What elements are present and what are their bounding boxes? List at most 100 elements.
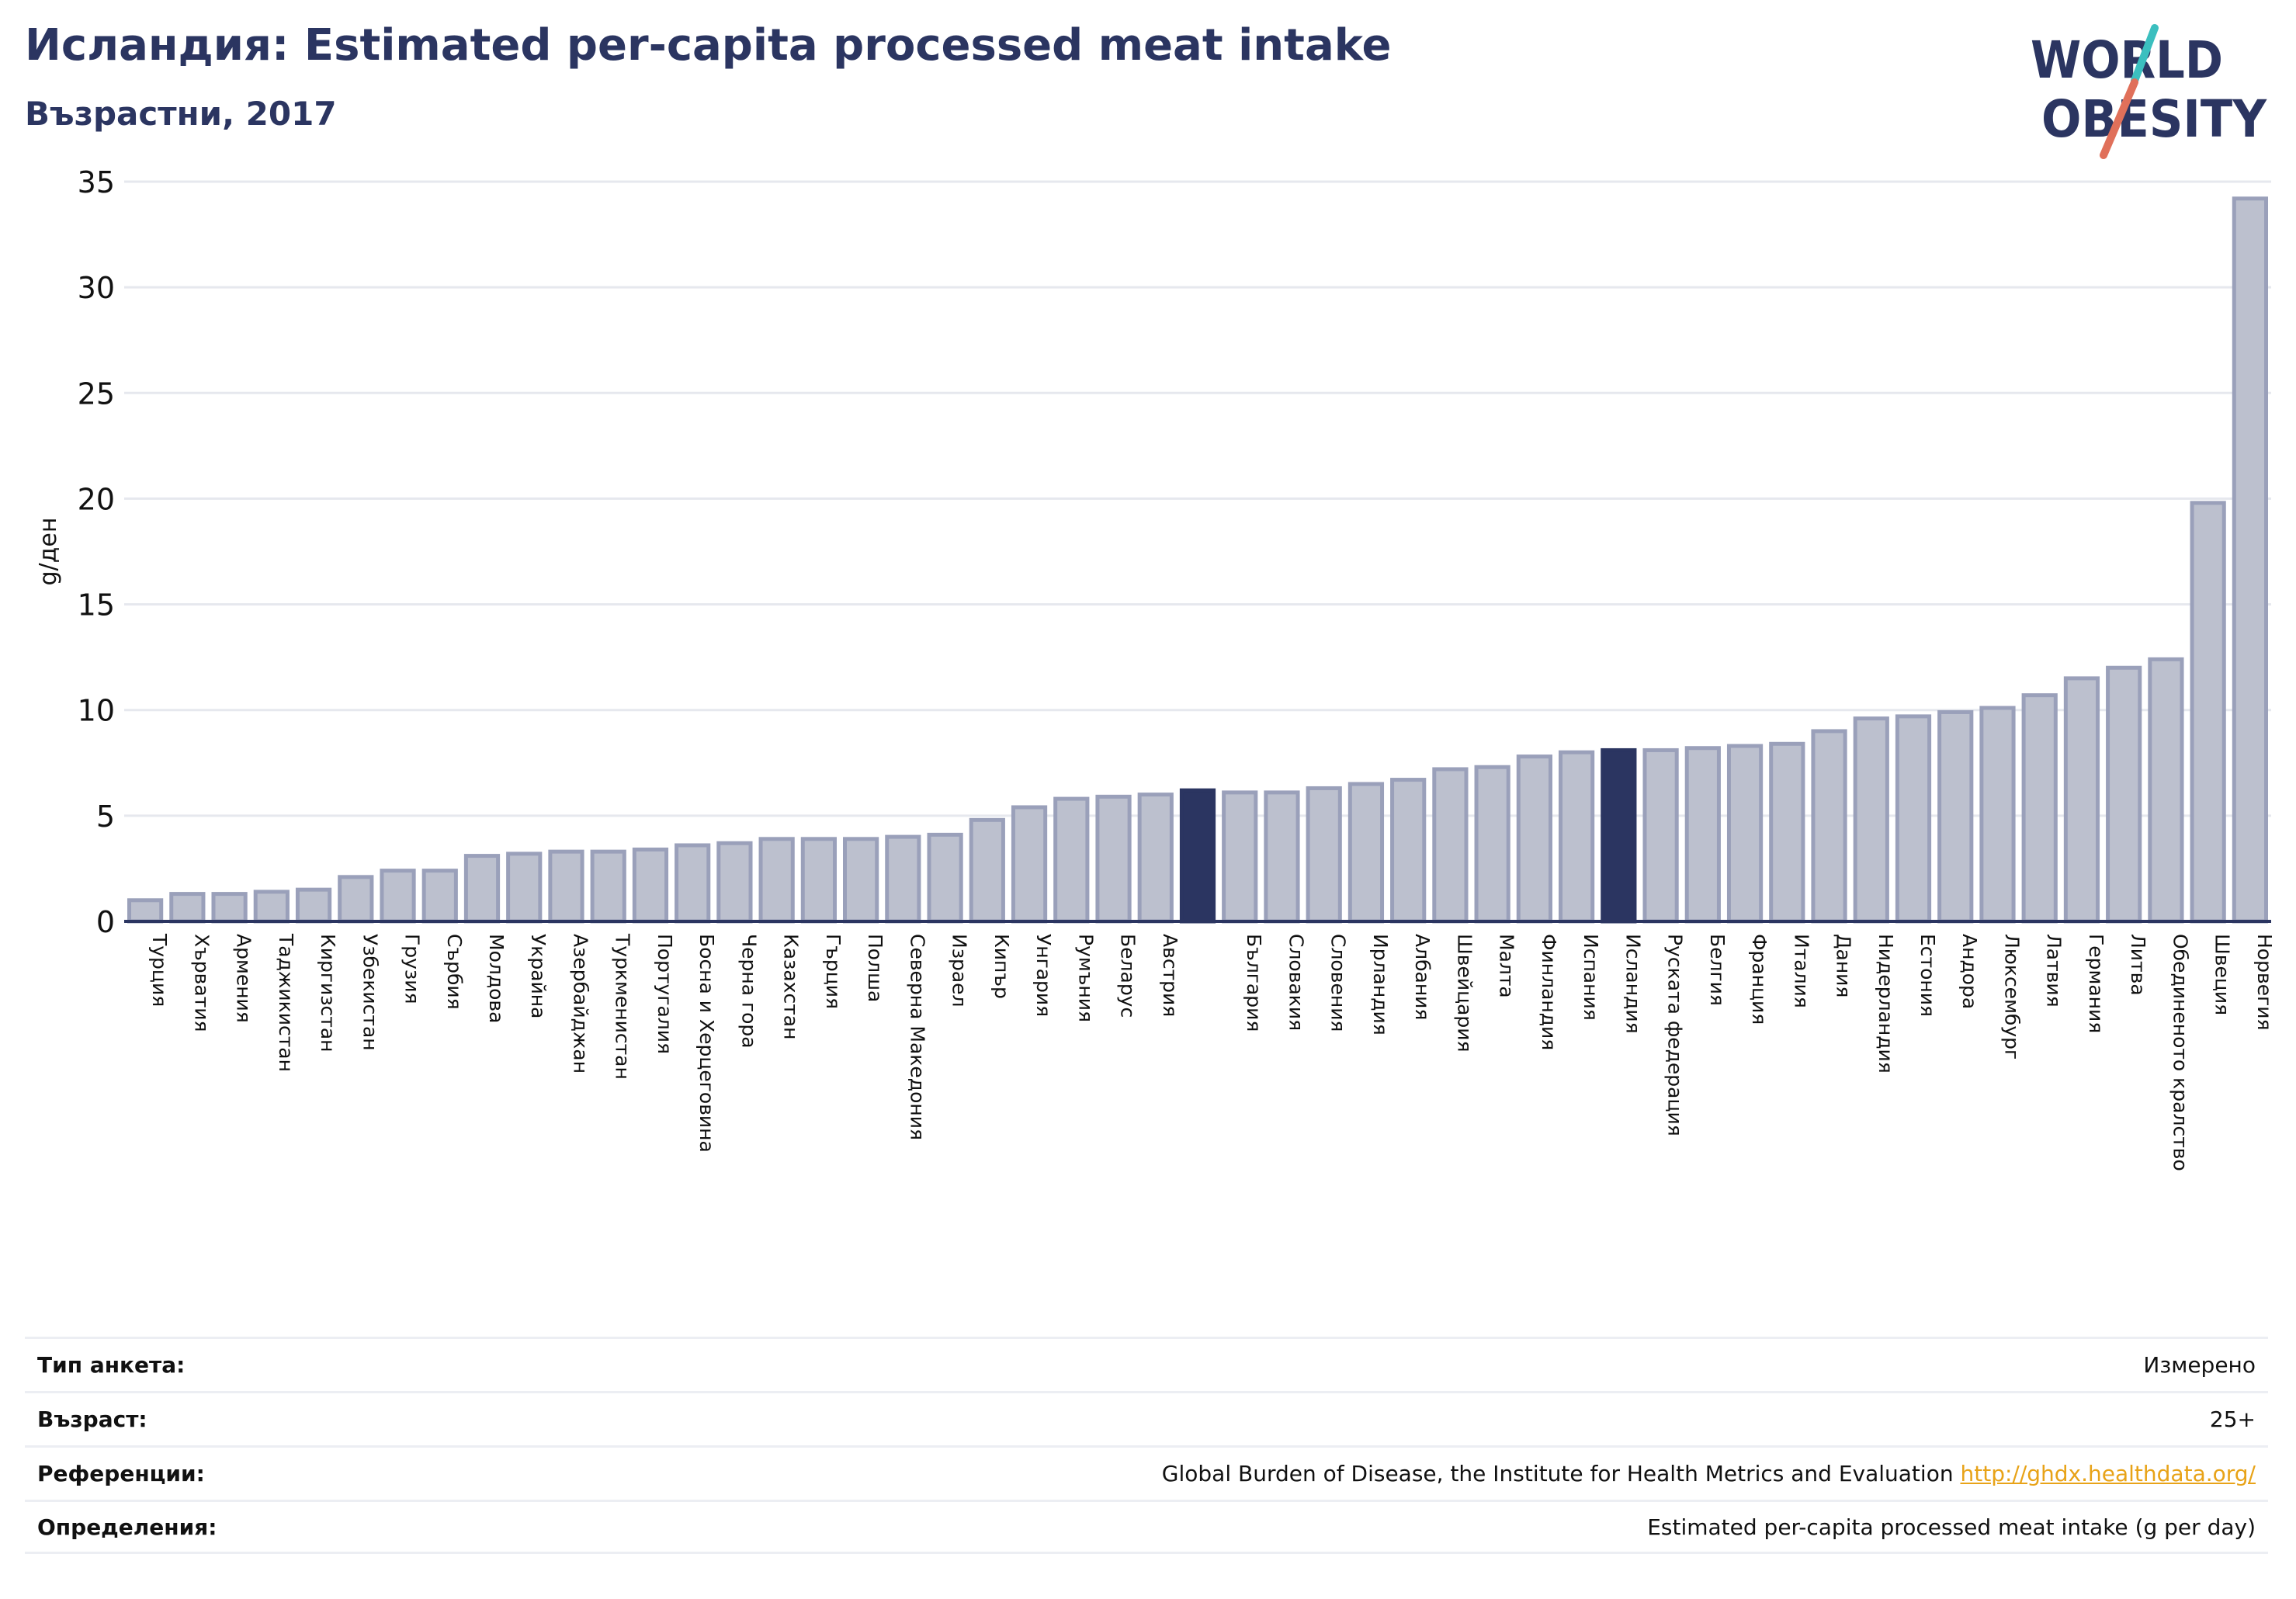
info-table: Тип анкета: Измерено Възраст: 25+ Рефере… — [25, 1337, 2268, 1554]
bar — [632, 847, 669, 924]
info-value: 25+ — [2209, 1406, 2256, 1432]
bar — [295, 887, 332, 924]
bar — [1053, 796, 1090, 924]
x-tick-label: Туркменистан — [612, 933, 634, 1080]
x-tick-label: Малта — [1496, 934, 1518, 998]
info-row-references: Референции: Global Burden of Disease, th… — [25, 1445, 2268, 1500]
x-tick-label: Португалия — [654, 934, 676, 1054]
page-title: Исландия: Estimated per-capita processed… — [25, 20, 1392, 71]
x-tick-label: Швейцария — [1453, 934, 1476, 1053]
x-tick-label: Франция — [1748, 934, 1771, 1025]
x-tick-label: Северна Македония — [906, 934, 928, 1140]
reference-link[interactable]: http://ghdx.healthdata.org/ — [1960, 1461, 2256, 1486]
info-key: Възраст: — [37, 1406, 147, 1432]
bar — [169, 892, 206, 924]
bar — [1769, 741, 1805, 924]
bar — [1979, 706, 2016, 924]
logo-teal-slash — [2131, 24, 2159, 85]
x-tick-label: Италия — [1790, 934, 1812, 1008]
x-tick-label: Норвегия — [2253, 934, 2276, 1031]
bar — [1432, 767, 1469, 924]
bar — [716, 841, 753, 924]
x-tick-label: Литва — [2127, 934, 2149, 996]
y-tick-label: 30 — [78, 271, 115, 305]
bar — [1937, 709, 1974, 924]
bar-highlighted — [1601, 747, 1637, 924]
info-value: Измерено — [2143, 1352, 2256, 1378]
y-tick-label: 0 — [96, 905, 115, 939]
bar — [1516, 754, 1552, 924]
bar — [1011, 805, 1048, 924]
x-tick-label: Беларус — [1117, 934, 1139, 1018]
y-tick-label: 5 — [96, 800, 115, 834]
bar — [1222, 790, 1258, 924]
x-tick-label: Румъния — [1074, 934, 1097, 1022]
y-tick-label: 35 — [78, 165, 115, 199]
x-tick-label: Ирландия — [1369, 934, 1392, 1035]
x-tick-label: Естония — [1916, 934, 1939, 1017]
x-tick-label: Черна гора — [737, 934, 760, 1049]
x-tick-label: Люксембург — [2000, 934, 2023, 1060]
x-tick-label: Полша — [864, 934, 886, 1002]
info-row-survey-type: Тип анкета: Измерено — [25, 1337, 2268, 1391]
x-tick-label: Гърция — [822, 934, 845, 1009]
y-axis-label: g/ден — [35, 518, 62, 586]
bar — [548, 849, 584, 924]
bar — [2148, 657, 2184, 924]
x-tick-label: Турция — [148, 933, 171, 1007]
x-tick-label: Дания — [1833, 934, 1855, 997]
x-tick-label: Хърватия — [190, 934, 213, 1032]
x-tick-label: Финландия — [1538, 934, 1560, 1050]
x-tick-label: Узбекистан — [359, 934, 381, 1051]
info-key: Определения: — [37, 1514, 217, 1540]
page-subtitle: Възрастни, 2017 — [25, 95, 337, 133]
bar — [927, 832, 963, 924]
x-tick-label: Азербайджан — [569, 934, 591, 1074]
bar — [1390, 778, 1427, 924]
y-tick-label: 25 — [78, 376, 115, 411]
bar — [843, 837, 879, 924]
bar — [2063, 676, 2100, 924]
x-tick-label: Кипър — [990, 934, 1013, 999]
info-value: Global Burden of Disease, the Institute … — [1162, 1461, 2256, 1486]
bar — [1306, 786, 1342, 924]
bar — [885, 834, 921, 924]
x-tick-label: България — [1243, 934, 1265, 1032]
bar — [1559, 750, 1595, 924]
x-tick-label: Руската федерация — [1664, 934, 1687, 1136]
y-tick-label: 10 — [78, 694, 115, 728]
x-tick-label: Словения — [1327, 934, 1350, 1032]
bar — [2190, 501, 2226, 924]
bar — [1811, 729, 1847, 924]
x-tick-label: Нидерландия — [1875, 934, 1897, 1074]
bar — [2106, 665, 2142, 924]
y-tick-label: 15 — [78, 588, 115, 623]
x-tick-label: Германия — [2085, 934, 2107, 1033]
x-tick-label: Белгия — [1706, 934, 1729, 1006]
logo-line-world: WORLD — [2031, 30, 2223, 90]
bar — [421, 869, 458, 924]
bar — [1264, 790, 1300, 924]
bar — [675, 843, 711, 924]
bar — [380, 869, 416, 924]
bar — [463, 854, 501, 924]
bar — [590, 849, 626, 924]
logo-coral-slash — [2100, 78, 2138, 159]
info-value: Estimated per-capita processed meat inta… — [1647, 1514, 2256, 1540]
bar — [253, 890, 290, 924]
bar — [758, 837, 795, 924]
x-tick-label: Албания — [1411, 934, 1434, 1020]
x-tick-label: Обединеното кралство — [2169, 934, 2191, 1171]
bar-chart: 0 5 10 15 20 25 30 35 g/ден Турция Хърватия Армения… — [35, 165, 2276, 1171]
bar — [800, 837, 837, 924]
bar — [1474, 765, 1510, 924]
info-row-definitions: Определения: Estimated per-capita proces… — [25, 1500, 2268, 1554]
bar — [969, 817, 1005, 924]
x-tick-label: Босна и Херцеговина — [695, 934, 718, 1153]
y-tick-label: 20 — [78, 482, 115, 516]
x-tick-label: Таджикистан — [275, 933, 297, 1072]
bar — [506, 852, 543, 924]
x-tick-label: Латвия — [2043, 934, 2065, 1008]
bar — [1853, 716, 1889, 924]
bar — [1095, 794, 1132, 924]
